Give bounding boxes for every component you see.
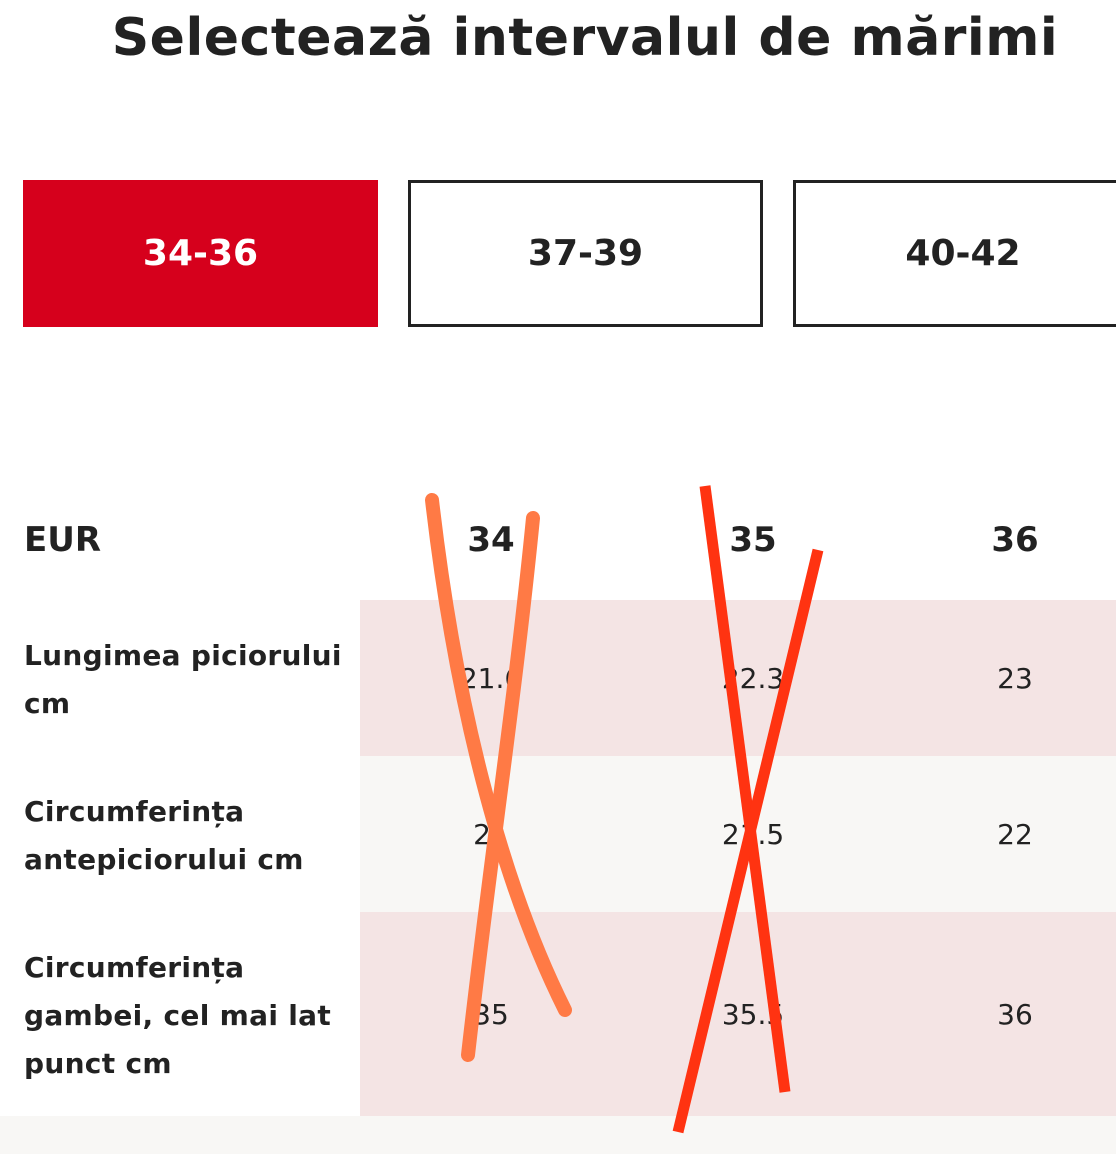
table-header-size: 34 xyxy=(467,520,515,560)
row-label-foot-length: Lungimea piciorului cm xyxy=(24,639,342,720)
table-cell: 36 xyxy=(997,998,1033,1031)
table-cell: 21.5 xyxy=(721,818,785,851)
table-cell: 22.3 xyxy=(721,662,785,695)
table-cell: 23 xyxy=(997,662,1033,695)
table-cell: 35.5 xyxy=(721,998,785,1031)
table-header-size: 36 xyxy=(991,520,1039,560)
row-label-calf-circumference: Circumferința gambei, cel mai lat punct … xyxy=(24,951,332,1080)
table-cell: 21.6 xyxy=(459,662,523,695)
size-range-button-37-39[interactable]: 37-39 xyxy=(408,180,763,327)
table-cell: 35 xyxy=(473,998,509,1031)
table-header-size: 35 xyxy=(729,520,777,560)
size-range-button-40-42[interactable]: 40-42 xyxy=(793,180,1116,327)
page-title: Selectează intervalul de mărimi xyxy=(111,8,1059,68)
table-cell: 22 xyxy=(997,818,1033,851)
table-header-eur: EUR xyxy=(24,520,102,560)
table-cell: 21 xyxy=(473,818,509,851)
size-range-button-34-36[interactable]: 34-36 xyxy=(23,180,378,327)
table-footer-strip xyxy=(0,1116,1116,1154)
row-label-forefoot-circumference: Circumferința antepiciorului cm xyxy=(24,795,304,876)
